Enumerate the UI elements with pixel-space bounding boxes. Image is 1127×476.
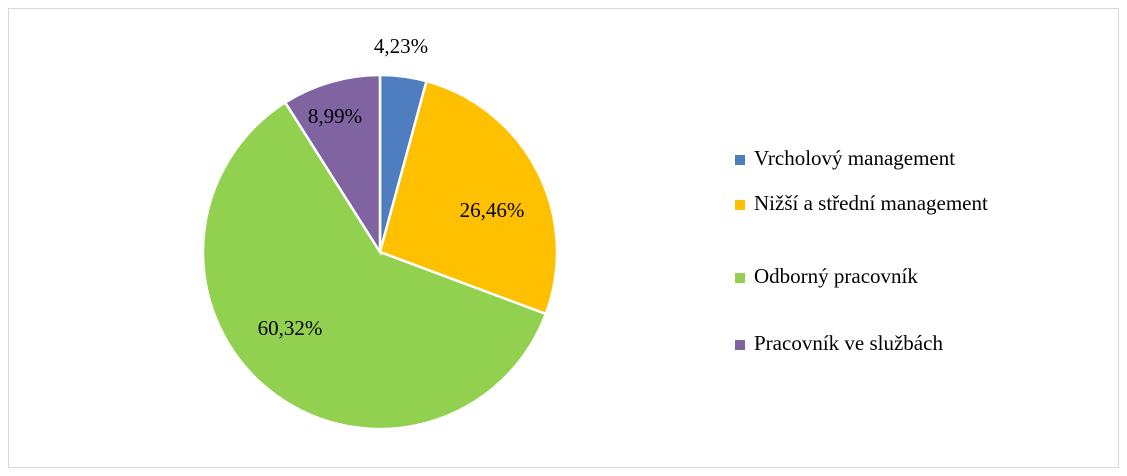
data-label: 4,23% — [374, 34, 428, 58]
data-label: 26,46% — [460, 198, 525, 222]
legend-swatch — [735, 340, 745, 350]
legend-label: Pracovník ve službách — [754, 331, 943, 355]
legend-swatch — [735, 200, 745, 210]
pie-slice — [378, 79, 559, 316]
legend-label: Odborný pracovník — [754, 264, 918, 288]
legend-swatch — [735, 273, 745, 283]
chart-frame — [8, 8, 1119, 468]
data-label: 8,99% — [308, 104, 362, 128]
legend-label: Vrcholový management — [754, 146, 955, 170]
pie-slice — [283, 73, 382, 257]
pie-slice — [201, 100, 548, 431]
data-label: 60,32% — [258, 316, 323, 340]
legend-label: Nižší a střední management — [754, 191, 988, 215]
legend-swatch — [735, 155, 745, 165]
